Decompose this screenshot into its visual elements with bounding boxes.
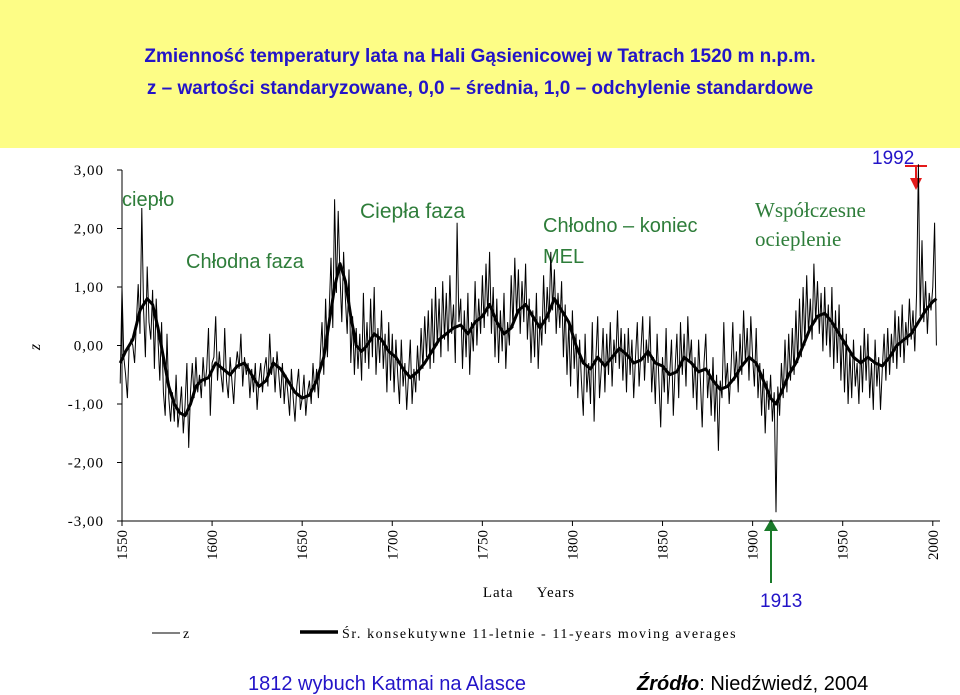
chart-subtitle: z – wartości standaryzowane, 0,0 – średn… [146, 78, 814, 99]
arrow-1992-icon [905, 165, 927, 190]
legend-label-z: z [183, 627, 189, 642]
annotation-wspolczesne: Współczesne [755, 198, 866, 222]
y-tick-label: 2,00 [74, 222, 104, 238]
annotation-ocieplenie: ocieplenie [755, 227, 841, 251]
x-tick-label: 1950 [836, 530, 852, 560]
x-axis-label: Lata Years [483, 585, 575, 601]
legend: z Śr. konsekutywne 11-letnie - 11-years … [152, 625, 737, 642]
annotation-cieplo: ciepło [122, 189, 174, 211]
y-tick-label: 3,00 [74, 163, 104, 179]
x-tick-labels: 1550 1600 1650 1700 1750 1800 1850 1900 1950 2000 [115, 530, 942, 560]
x-tick-label: 1650 [295, 530, 311, 560]
annotation-1913: 1913 [760, 591, 802, 612]
legend-label-moving-average: Śr. konsekutywne 11-letnie - 11-years mo… [342, 625, 737, 642]
arrow-1913-icon [764, 519, 778, 583]
x-tick-label: 1600 [205, 530, 221, 560]
footer-source-value: : Niedźwiedź, 2004 [699, 673, 868, 695]
y-axis-label: z [27, 343, 44, 351]
series-moving-average-line [118, 262, 938, 418]
series-layer [118, 164, 938, 513]
x-tick-label: 1750 [475, 530, 491, 560]
x-tick-label: 1850 [656, 530, 672, 560]
x-tick-label: 2000 [926, 530, 942, 560]
annotation-chlodna-faza: Chłodna faza [186, 251, 305, 273]
x-tick-label: 1800 [565, 530, 581, 560]
footer-katmai: 1812 wybuch Katmai na Alasce [248, 673, 526, 695]
x-tick-label: 1700 [385, 530, 401, 560]
y-tick-label: -1,00 [68, 397, 104, 413]
annotation-1992: 1992 [872, 148, 914, 169]
chart-title: Zmienność temperatury lata na Hali Gąsie… [144, 46, 816, 67]
x-tick-label: 1900 [746, 530, 762, 560]
footer-source-label: Źródło [636, 672, 699, 695]
axes [117, 169, 940, 526]
annotation-mel: MEL [543, 246, 584, 268]
annotation-chlodno-koniec: Chłodno – koniec [543, 215, 698, 237]
y-tick-label: 0,00 [74, 339, 104, 355]
series-z-line [119, 164, 937, 513]
y-tick-label: -2,00 [68, 456, 104, 472]
y-tick-labels: 3,00 2,00 1,00 0,00 -1,00 -2,00 -3,00 [68, 163, 104, 530]
y-tick-label: 1,00 [74, 280, 104, 296]
y-tick-label: -3,00 [68, 514, 104, 530]
title-box: Zmienność temperatury lata na Hali Gąsie… [0, 0, 960, 148]
footer-source: Źródło: Niedźwiedź, 2004 [636, 672, 868, 695]
annotation-ciepla-faza: Ciepła faza [360, 200, 465, 223]
x-tick-label: 1550 [115, 530, 131, 560]
